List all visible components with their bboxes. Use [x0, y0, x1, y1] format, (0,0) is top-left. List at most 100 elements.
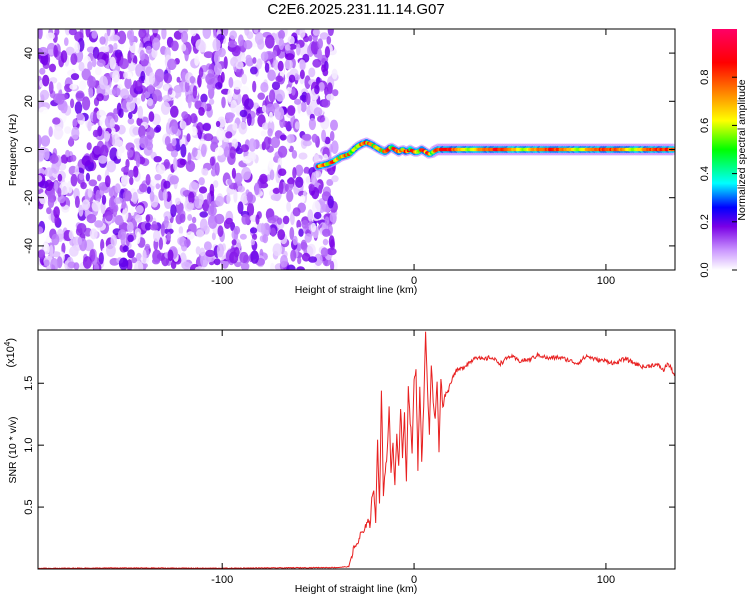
noise-blob [198, 67, 204, 78]
noise-blob [186, 202, 195, 210]
noise-blob [43, 148, 50, 161]
noise-blob [109, 34, 120, 42]
colorbar-tick-label: 0.6 [699, 118, 711, 133]
noise-blob [264, 62, 270, 73]
noise-blob [327, 195, 334, 209]
noise-blob [126, 99, 136, 112]
noise-blob [294, 164, 304, 177]
noise-blob [145, 214, 151, 222]
noise-blob [267, 128, 273, 137]
noise-blob [311, 133, 318, 143]
spectrogram-noise-region [38, 29, 339, 270]
spectrogram-y-tick-label: -40 [23, 238, 35, 254]
noise-blob [198, 177, 205, 186]
noise-blob [118, 257, 129, 270]
noise-blob [188, 223, 197, 233]
noise-blob [288, 74, 296, 83]
noise-blob [105, 244, 116, 257]
noise-blob [265, 103, 276, 116]
noise-blob [296, 266, 305, 270]
noise-blob [294, 74, 301, 81]
noise-blob [237, 185, 245, 193]
noise-blob [38, 29, 43, 40]
noise-blob [155, 124, 162, 133]
noise-blob [300, 239, 307, 251]
noise-blob [291, 88, 296, 96]
noise-blob [321, 98, 331, 108]
noise-blob [171, 40, 179, 52]
noise-blob [229, 30, 237, 40]
noise-blob [292, 167, 297, 179]
noise-blob [306, 243, 316, 257]
noise-blob [43, 259, 50, 267]
noise-blob [104, 45, 110, 53]
noise-blob [243, 40, 253, 50]
noise-blob [132, 191, 138, 204]
noise-blob [149, 191, 155, 202]
noise-blob [148, 111, 155, 122]
noise-blob [46, 207, 52, 215]
noise-blob [277, 60, 284, 72]
noise-blob [184, 47, 189, 62]
noise-blob [272, 50, 278, 58]
noise-blob [301, 173, 311, 187]
noise-blob [160, 223, 165, 237]
noise-blob [226, 192, 231, 205]
noise-blob [227, 88, 233, 103]
snr-x-tick-label: 0 [411, 574, 417, 586]
noise-blob [136, 231, 141, 244]
noise-blob [308, 35, 313, 42]
noise-blob [202, 168, 209, 176]
spectrogram-x-tick-label: -100 [211, 275, 233, 287]
snr-x-tick-label: -100 [211, 574, 233, 586]
noise-blob [110, 234, 118, 247]
noise-blob [192, 85, 198, 99]
colorbar-label: Normalized spectral amplitude [736, 79, 748, 220]
noise-blob [269, 89, 276, 103]
noise-blob [154, 174, 162, 181]
noise-blob [129, 33, 134, 47]
noise-blob [60, 50, 68, 63]
noise-blob [144, 222, 152, 231]
noise-blob [231, 138, 238, 149]
noise-blob [122, 190, 132, 202]
noise-blob [196, 229, 204, 238]
noise-blob [94, 66, 102, 76]
noise-blob [163, 84, 170, 92]
noise-blob [157, 95, 163, 102]
noise-blob [127, 234, 134, 243]
noise-blob [100, 144, 109, 159]
snr-y-tick-label: 1.5 [23, 376, 35, 391]
noise-blob [308, 256, 318, 263]
noise-blob [151, 29, 159, 34]
noise-blob [287, 177, 295, 185]
noise-blob [120, 174, 129, 185]
noise-blob [227, 40, 238, 48]
noise-blob [206, 83, 213, 90]
noise-blob [127, 149, 134, 158]
noise-blob [105, 211, 113, 222]
noise-blob [170, 105, 179, 118]
noise-blob [140, 70, 146, 82]
noise-blob [284, 53, 295, 61]
noise-blob [78, 204, 84, 217]
noise-blob [239, 251, 249, 264]
noise-blob [250, 66, 258, 75]
noise-blob [296, 43, 301, 56]
noise-blob [250, 250, 259, 264]
noise-blob [189, 76, 196, 84]
noise-blob [267, 69, 276, 82]
noise-blob [139, 49, 145, 61]
noise-blob [239, 233, 247, 240]
noise-blob [60, 154, 69, 164]
noise-blob [277, 229, 286, 241]
snr-panel: -100 0 100 0.5 1.0 1.5 (x104) Height of stra… [3, 329, 676, 595]
noise-blob [239, 109, 248, 118]
noise-blob [244, 98, 254, 110]
noise-blob [300, 195, 306, 203]
noise-blob [169, 175, 179, 185]
noise-blob [216, 127, 225, 142]
noise-blob [324, 46, 330, 58]
noise-blob [121, 197, 127, 210]
noise-blob [135, 205, 144, 214]
